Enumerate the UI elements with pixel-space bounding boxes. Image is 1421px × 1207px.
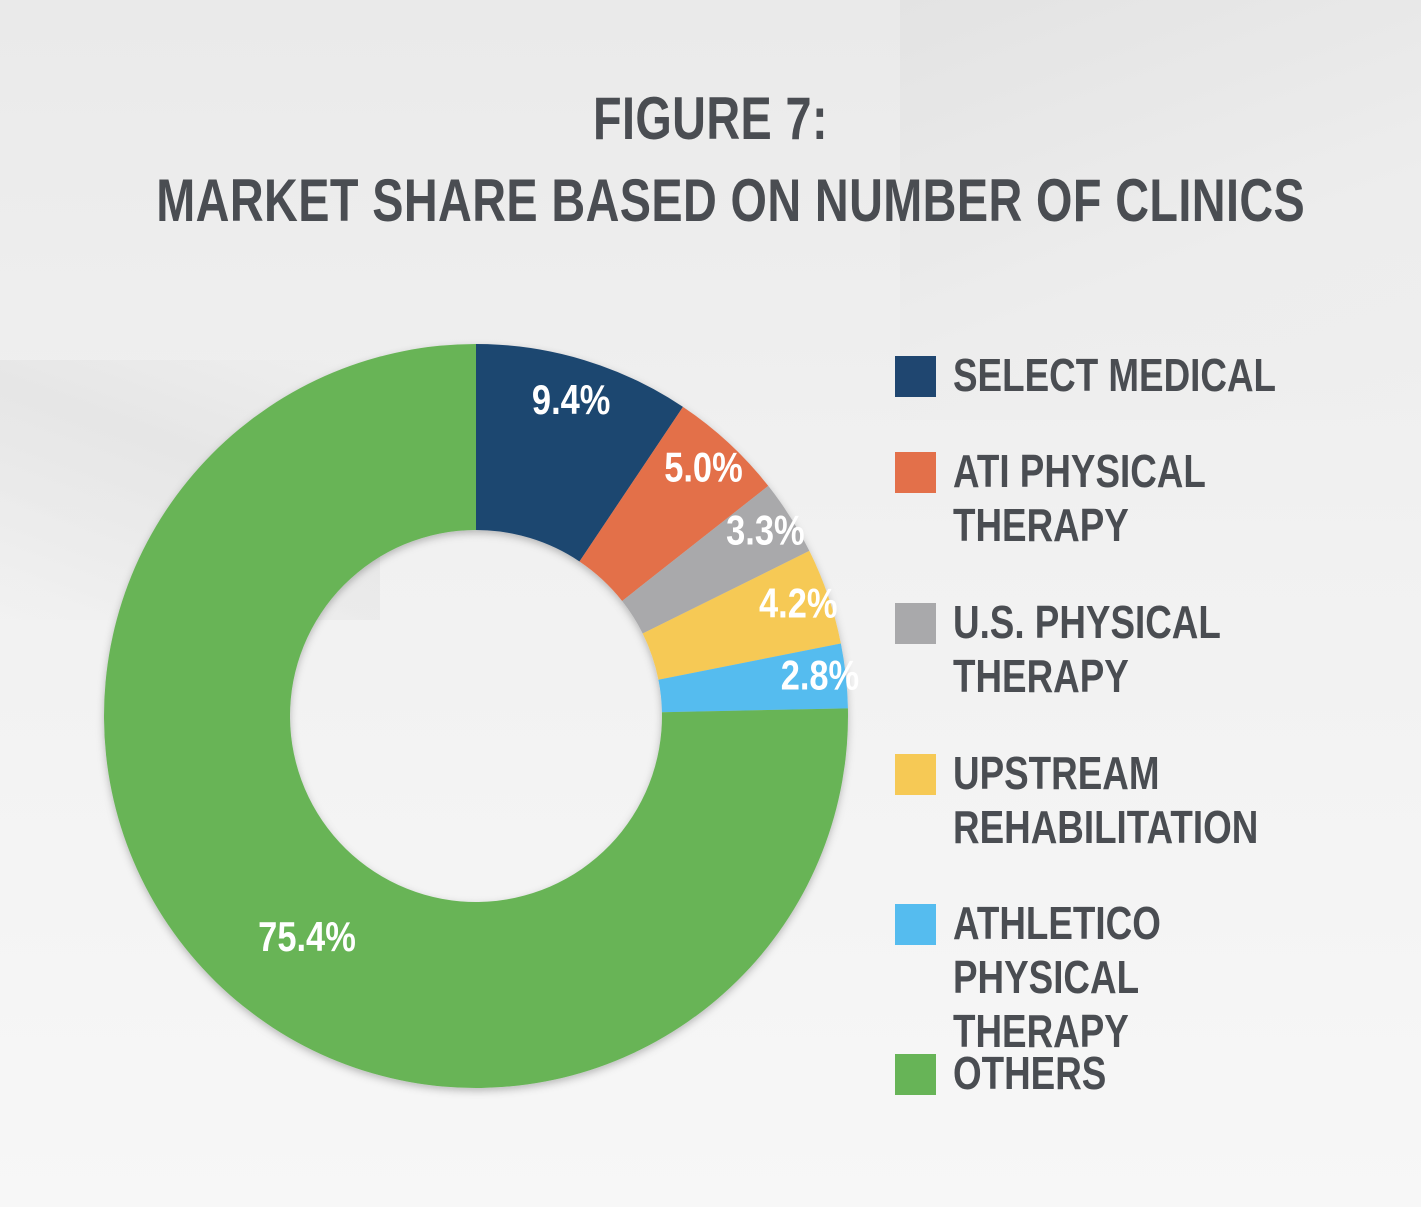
donut-slice-athletico-physical-therapy (658, 643, 848, 713)
chart-title-line-2: MARKET SHARE BASED ON NUMBER OF CLINICS (156, 167, 1306, 234)
legend-label: ATI PHYSICAL THERAPY (953, 445, 1206, 551)
legend-swatch (895, 904, 936, 945)
donut-slice-upstream-rehabilitation (642, 550, 841, 680)
chart-title-line-1: FIGURE 7: (593, 85, 828, 152)
legend-label: OTHERS (953, 1047, 1107, 1099)
legend-item-upstream-rehabilitation: UPSTREAM REHABILITATION (895, 746, 1415, 853)
slice-label-others: 75.4% (258, 914, 356, 961)
legend-swatch (895, 603, 936, 644)
slice-label-ati-physical-therapy: 5.0% (664, 444, 742, 491)
legend-item-athletico-physical-therapy: ATHLETICO PHYSICAL THERAPY (895, 896, 1415, 1057)
donut-slice-u-s-physical-therapy (622, 485, 810, 634)
legend-label: U.S. PHYSICAL THERAPY (953, 596, 1221, 702)
slice-label-upstream-rehabilitation: 4.2% (759, 580, 837, 627)
legend-item-ati-physical-therapy: ATI PHYSICAL THERAPY (895, 444, 1415, 551)
legend-item-us-physical-therapy: U.S. PHYSICAL THERAPY (895, 595, 1415, 702)
slice-label-select-medical: 9.4% (532, 377, 610, 424)
legend-item-select-medical: SELECT MEDICAL (895, 348, 1415, 448)
slice-label-athletico-physical-therapy: 2.8% (781, 653, 859, 700)
donut-slice-others (104, 344, 849, 1088)
legend-swatch (895, 356, 936, 397)
legend-swatch (895, 754, 936, 795)
donut-slices (104, 344, 849, 1088)
slice-labels: 9.4% 5.0% 3.3% 4.2% 2.8% 75.4% (258, 377, 859, 961)
legend-swatch (895, 1054, 936, 1095)
donut-slice-select-medical (476, 344, 683, 562)
donut-slice-ati-physical-therapy (579, 406, 769, 601)
legend-swatch (895, 452, 936, 493)
chart-title: FIGURE 7: MARKET SHARE BASED ON NUMBER O… (0, 78, 1421, 242)
background-shape (900, 0, 1421, 420)
legend-label: UPSTREAM REHABILITATION (953, 747, 1259, 853)
legend-label: ATHLETICO PHYSICAL THERAPY (953, 897, 1161, 1057)
slice-label-u-s-physical-therapy: 3.3% (726, 507, 804, 554)
legend-item-others: OTHERS (895, 1046, 1415, 1146)
legend-label: SELECT MEDICAL (953, 349, 1277, 401)
